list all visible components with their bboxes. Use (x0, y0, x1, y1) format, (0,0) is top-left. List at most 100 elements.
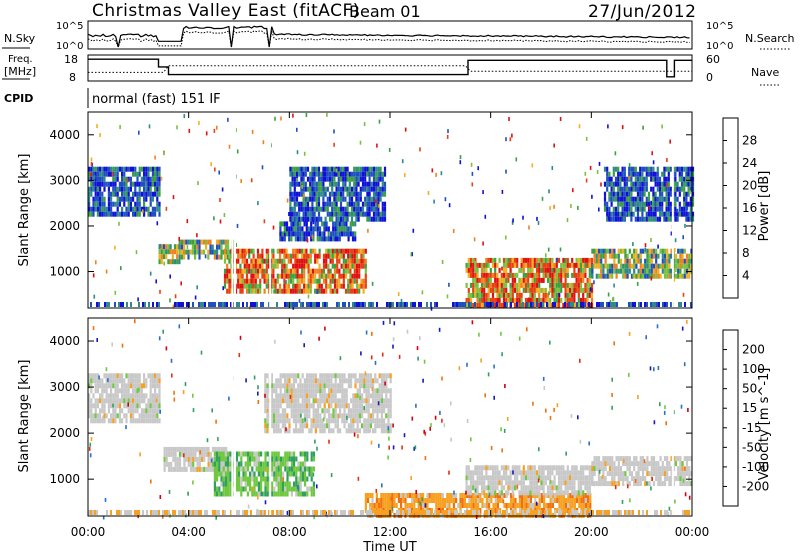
heatmap-cell (203, 446, 206, 452)
heatmap-cell (308, 428, 311, 434)
heatmap-cell (310, 231, 313, 237)
heatmap-cell (625, 201, 629, 207)
heatmap-cell (310, 383, 313, 389)
heatmap-cell (378, 408, 381, 414)
heatmap-cell (289, 166, 292, 172)
heatmap-cell (325, 408, 328, 414)
heatmap-cell (336, 278, 339, 284)
heatmap-cell (376, 388, 379, 394)
heatmap-cell (381, 191, 384, 197)
heatmap-cell (273, 466, 276, 472)
heatmap-cell (237, 273, 240, 279)
heatmap-cell (323, 428, 326, 434)
heatmap-cell (314, 221, 317, 227)
heatmap-cell (448, 203, 451, 208)
heatmap-cell (383, 166, 387, 172)
heatmap-cell (138, 302, 140, 307)
heatmap-cell (641, 176, 644, 182)
heatmap-cell (376, 302, 378, 307)
heatmap-cell (156, 383, 159, 389)
heatmap-cell (488, 302, 490, 307)
heatmap-cell (278, 258, 282, 264)
heatmap-cell (256, 302, 258, 307)
heatmap-cell (333, 211, 336, 217)
heatmap-cell (264, 476, 267, 482)
heatmap-cell (151, 181, 154, 187)
heatmap-cell (440, 171, 443, 176)
heatmap-cell (588, 272, 591, 278)
heatmap-cell (661, 206, 664, 212)
heatmap-cell (143, 373, 146, 379)
heatmap-cell (498, 257, 501, 263)
heatmap-cell (88, 393, 91, 399)
heatmap-cell (655, 263, 658, 269)
heatmap-cell (300, 206, 303, 212)
heatmap-cell (340, 248, 343, 254)
heatmap-cell (296, 268, 299, 274)
heatmap-cell (555, 277, 558, 283)
heatmap-cell (384, 498, 387, 503)
heatmap-cell (114, 211, 117, 217)
heatmap-cell (342, 206, 345, 212)
heatmap-cell (669, 191, 673, 197)
heatmap-cell (134, 191, 137, 197)
heatmap-cell (591, 273, 594, 279)
heatmap-cell (579, 470, 583, 476)
heatmap-cell (311, 196, 314, 202)
heatmap-cell (505, 169, 507, 174)
heatmap-cell (138, 383, 141, 389)
heatmap-cell (285, 253, 288, 259)
heatmap-cell (114, 245, 116, 250)
heatmap-cell (314, 418, 317, 424)
heatmap-cell (270, 418, 273, 424)
heatmap-cell (292, 263, 295, 269)
heatmap-cell (476, 297, 479, 303)
heatmap-cell (138, 191, 141, 197)
heatmap-cell (582, 297, 585, 303)
heatmap-cell (134, 398, 137, 404)
heatmap-cell (582, 475, 585, 481)
heatmap-cell (173, 249, 177, 255)
heatmap-cell (295, 456, 298, 462)
heatmap-cell (121, 211, 124, 217)
heatmap-cell (529, 490, 532, 496)
heatmap-cell (295, 413, 298, 419)
heatmap-cell (317, 176, 321, 182)
heatmap-cell (661, 196, 664, 202)
heatmap-cell (332, 418, 335, 424)
heatmap-cell (325, 373, 328, 379)
heatmap-cell (286, 491, 289, 497)
heatmap-cell (145, 191, 148, 197)
heatmap-cell (472, 480, 475, 486)
heatmap-cell (127, 196, 130, 202)
heatmap-cell (248, 253, 251, 259)
heatmap-cell (178, 244, 181, 250)
heatmap-cell (143, 413, 146, 419)
heatmap-cell (158, 302, 160, 307)
heatmap-cell (185, 451, 188, 457)
heatmap-cell (223, 268, 227, 274)
heatmap-cell (154, 388, 157, 394)
heatmap-cell (321, 221, 324, 227)
heatmap-cell (644, 302, 646, 307)
heatmap-cell (172, 304, 175, 309)
heatmap-cell (220, 302, 222, 307)
heatmap-cell (404, 503, 407, 508)
heatmap-cell (322, 273, 326, 279)
heatmap-cell (577, 292, 580, 298)
heatmap-cell (270, 398, 273, 404)
heatmap-cell (198, 456, 201, 462)
heatmap-cell (374, 378, 377, 384)
heatmap-cell (295, 398, 298, 404)
heatmap-cell (279, 236, 282, 242)
heatmap-cell (198, 451, 201, 457)
heatmap-cell (125, 206, 128, 212)
heatmap-cell (287, 288, 290, 294)
heatmap-cell (593, 461, 596, 467)
heatmap-cell (546, 272, 550, 278)
heatmap-cell (384, 493, 387, 498)
heatmap-cell (527, 277, 530, 283)
heatmap-cell (250, 268, 253, 274)
heatmap-cell (359, 206, 362, 212)
heatmap-cell (551, 257, 554, 263)
